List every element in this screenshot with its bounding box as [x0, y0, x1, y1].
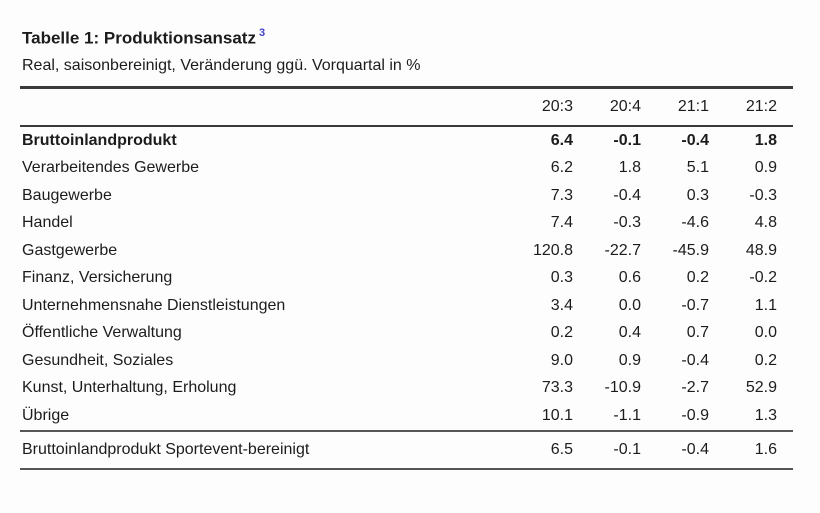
cell-value: 0.2 [754, 351, 777, 369]
row-label: Baugewerbe [22, 186, 112, 204]
cell-value: 6.5 [550, 440, 573, 458]
cell-value: 52.9 [745, 379, 777, 397]
table-row: Gesundheit, Soziales 9.0 0.9 -0.4 0.2 [20, 347, 793, 375]
table: 20:3 20:4 21:1 21:2 Bruttoinlandprodukt … [20, 86, 793, 470]
row-label: Bruttoinlandprodukt Sportevent-bereinigt [22, 440, 310, 458]
cell-value: 5.1 [686, 159, 709, 177]
cell-value: 6.2 [550, 159, 573, 177]
cell-value: -0.1 [613, 440, 641, 458]
cell-value: -0.4 [681, 351, 709, 369]
cell-value: -0.7 [681, 296, 709, 314]
table-row: Handel 7.4 -0.3 -4.6 4.8 [20, 210, 793, 238]
table-row: Baugewerbe 7.3 -0.4 0.3 -0.3 [20, 182, 793, 210]
row-label: Gesundheit, Soziales [22, 351, 174, 369]
cell-value: 1.1 [754, 296, 777, 314]
cell-value: 0.6 [618, 269, 641, 287]
cell-value: 4.8 [754, 214, 777, 232]
row-label: Kunst, Unterhaltung, Erholung [22, 379, 237, 397]
table-header-row: 20:3 20:4 21:1 21:2 [20, 89, 793, 125]
cell-value: 10.1 [541, 406, 573, 424]
cell-value: 0.9 [754, 159, 777, 177]
cell-value: 6.4 [550, 131, 573, 149]
table-row: Gastgewerbe 120.8 -22.7 -45.9 48.9 [20, 237, 793, 265]
cell-value: -0.2 [749, 269, 777, 287]
row-label: Öffentliche Verwaltung [22, 324, 182, 342]
cell-value: 1.3 [754, 406, 777, 424]
cell-value: 0.3 [686, 186, 709, 204]
cell-value: -0.4 [681, 440, 709, 458]
cell-value: -1.1 [613, 406, 641, 424]
cell-value: -45.9 [672, 241, 709, 259]
footnote-reference-link[interactable]: 3 [258, 27, 266, 39]
cell-value: 0.0 [754, 324, 777, 342]
cell-value: -0.4 [681, 131, 709, 149]
cell-value: 3.4 [550, 296, 573, 314]
table-subtitle: Real, saisonbereinigt, Veränderung ggü. … [22, 57, 421, 74]
footer-separator-rule [20, 429, 793, 432]
cell-value: 0.2 [550, 324, 573, 342]
row-label: Verarbeitendes Gewerbe [22, 159, 199, 177]
cell-value: 0.0 [618, 296, 641, 314]
cell-value: 0.9 [618, 351, 641, 369]
cell-value: 0.4 [618, 324, 641, 342]
table-title-text: Tabelle 1: Produktionsansatz [22, 28, 256, 48]
row-label: Gastgewerbe [22, 241, 118, 259]
row-label: Übrige [22, 406, 70, 424]
table-row: Finanz, Versicherung 0.3 0.6 0.2 -0.2 [20, 265, 793, 293]
column-header: 21:2 [745, 97, 777, 115]
table-bottom-rule [20, 468, 793, 470]
cell-value: -10.9 [604, 379, 641, 397]
cell-value: 73.3 [541, 379, 573, 397]
table-row: Übrige 10.1 -1.1 -0.9 1.3 [20, 402, 793, 430]
cell-value: -22.7 [604, 241, 641, 259]
table-row: Bruttoinlandprodukt 6.4 -0.1 -0.4 1.8 [20, 127, 793, 155]
cell-value: -0.3 [749, 186, 777, 204]
table-row: Verarbeitendes Gewerbe 6.2 1.8 5.1 0.9 [20, 155, 793, 183]
cell-value: -0.9 [681, 406, 709, 424]
cell-value: 1.8 [618, 159, 641, 177]
cell-value: 1.8 [754, 131, 777, 149]
cell-value: -2.7 [681, 379, 709, 397]
table-top-rule [20, 86, 793, 89]
table-row: Öffentliche Verwaltung 0.2 0.4 0.7 0.0 [20, 320, 793, 348]
cell-value: 1.6 [754, 440, 777, 458]
cell-value: -4.6 [681, 214, 709, 232]
row-label: Handel [22, 214, 73, 232]
cell-value: 48.9 [745, 241, 777, 259]
cell-value: 7.4 [550, 214, 573, 232]
table-row: Unternehmensnahe Dienstleistungen 3.4 0.… [20, 292, 793, 320]
cell-value: 9.0 [550, 351, 573, 369]
row-label: Finanz, Versicherung [22, 269, 173, 287]
cell-value: -0.4 [613, 186, 641, 204]
row-label: Bruttoinlandprodukt [22, 131, 177, 149]
cell-value: 0.3 [550, 269, 573, 287]
table-title: Tabelle 1: Produktionsansatz 3 [22, 27, 266, 49]
cell-value: 120.8 [532, 241, 573, 259]
cell-value: 7.3 [550, 186, 573, 204]
column-header: 21:1 [677, 97, 709, 115]
cell-value: -0.3 [613, 214, 641, 232]
cell-value: -0.1 [613, 131, 641, 149]
column-header: 20:4 [609, 97, 641, 115]
table-row: Kunst, Unterhaltung, Erholung 73.3 -10.9… [20, 375, 793, 403]
cell-value: 0.2 [686, 269, 709, 287]
column-header: 20:3 [541, 97, 573, 115]
table-footer-row: Bruttoinlandprodukt Sportevent-bereinigt… [20, 432, 793, 469]
row-label: Unternehmensnahe Dienstleistungen [22, 296, 286, 314]
header-separator-rule [20, 124, 793, 127]
cell-value: 0.7 [686, 324, 709, 342]
